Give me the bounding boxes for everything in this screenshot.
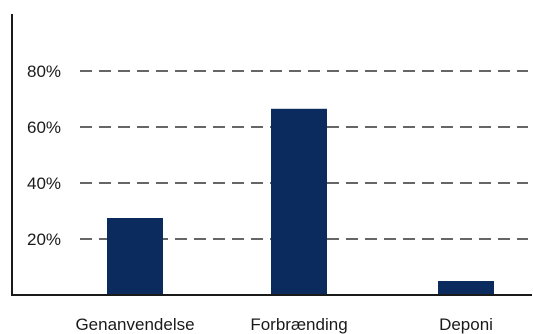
y-tick-label-20: 20% [27,230,61,249]
y-tick-label-60: 60% [27,118,61,137]
y-tick-labels: 20% 40% 60% 80% [27,62,61,249]
y-tick-label-80: 80% [27,62,61,81]
bar-deponi [438,281,494,295]
x-category-label-genanvendelse: Genanvendelse [75,315,194,334]
bars [107,108,494,295]
bar-forbrænding [271,108,327,295]
axes [11,14,532,296]
x-category-label-forbrænding: Forbrænding [250,315,347,334]
x-category-labels: Genanvendelse Forbrænding Deponi [75,315,492,334]
y-tick-label-40: 40% [27,174,61,193]
x-category-label-deponi: Deponi [439,315,493,334]
bar-genanvendelse [107,218,163,295]
